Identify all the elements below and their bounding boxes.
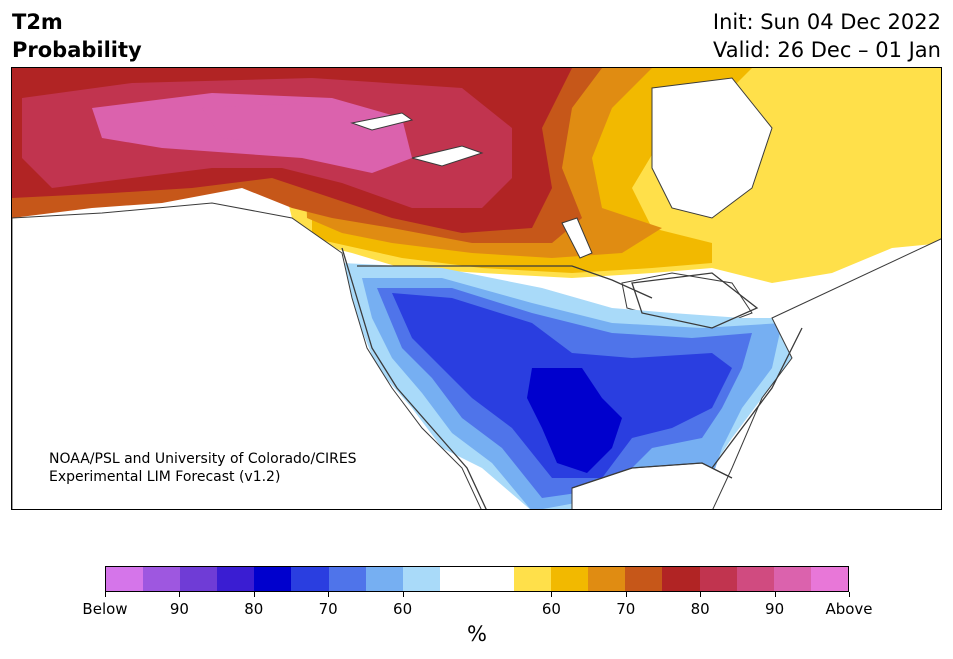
credit-line-2: Experimental LIM Forecast (v1.2): [49, 469, 281, 485]
colorbar-tick-label: Below: [82, 600, 128, 618]
map-title: T2m Probability: [12, 8, 142, 64]
colorbar-swatch: [402, 567, 440, 591]
colorbar-tick-label: 90: [169, 600, 189, 618]
colorbar-tick: [179, 592, 181, 597]
colorbar: [105, 566, 849, 592]
colorbar-tick-label: 80: [690, 600, 710, 618]
colorbar-swatch: [736, 567, 774, 591]
pacific-ocean: [12, 202, 482, 509]
colorbar-tick: [253, 592, 255, 597]
colorbar-tick: [402, 592, 404, 597]
colorbar-tick-label: 60: [393, 600, 413, 618]
colorbar-tick: [105, 592, 106, 597]
colorbar-swatch: [180, 567, 218, 591]
colorbar-tick: [849, 592, 850, 597]
colorbar-swatch: [476, 567, 515, 591]
colorbar-tick-label: 90: [765, 600, 785, 618]
region-above-95: [202, 103, 382, 158]
lake-2: [411, 145, 484, 167]
colorbar-swatch: [106, 567, 144, 591]
colorbar-tick: [625, 592, 627, 597]
lake-3: [561, 217, 593, 259]
colorbar-swatch: [810, 567, 848, 591]
colorbar-swatch: [699, 567, 737, 591]
colorbar-tick-label: 70: [318, 600, 338, 618]
credit-text: NOAA/PSL and University of Colorado/CIRE…: [49, 450, 357, 486]
colorbar-units: %: [467, 622, 487, 646]
init-date: Init: Sun 04 Dec 2022: [712, 10, 941, 34]
colorbar-swatch: [662, 567, 700, 591]
map-canvas: [12, 68, 941, 509]
valid-period: Valid: 26 Dec – 01 Jan: [712, 38, 941, 62]
colorbar-tick-label: 80: [244, 600, 264, 618]
title-product: Probability: [12, 38, 142, 62]
hudson-bay: [651, 77, 773, 219]
colorbar-swatch: [588, 567, 626, 591]
colorbar-swatch: [551, 567, 589, 591]
colorbar-swatch: [143, 567, 181, 591]
colorbar-swatch: [773, 567, 811, 591]
colorbar-tick: [551, 592, 553, 597]
border-us-canada: [357, 265, 653, 299]
colorbar-swatch: [254, 567, 292, 591]
colorbar-tick: [774, 592, 776, 597]
colorbar-tick-label: 70: [616, 600, 636, 618]
lake-1: [350, 112, 414, 131]
colorbar-swatch: [328, 567, 366, 591]
colorbar-tick: [700, 592, 702, 597]
colorbar-tick-label: 60: [541, 600, 561, 618]
credit-line-1: NOAA/PSL and University of Colorado/CIRE…: [49, 451, 357, 467]
colorbar-tick-label: Above: [825, 600, 873, 618]
colorbar-tick: [328, 592, 330, 597]
colorbar-swatch: [625, 567, 663, 591]
atlantic-ocean: [712, 238, 941, 509]
title-variable: T2m: [12, 10, 63, 34]
colorbar-swatch: [217, 567, 255, 591]
colorbar-swatch: [291, 567, 329, 591]
colorbar-swatch: [365, 567, 403, 591]
coastline: [341, 247, 803, 509]
colorbar-swatch: [439, 567, 477, 591]
forecast-dates: Init: Sun 04 Dec 2022 Valid: 26 Dec – 01…: [713, 8, 941, 64]
region-below-70: [527, 368, 622, 473]
colorbar-swatch: [514, 567, 552, 591]
forecast-map: [11, 67, 942, 510]
